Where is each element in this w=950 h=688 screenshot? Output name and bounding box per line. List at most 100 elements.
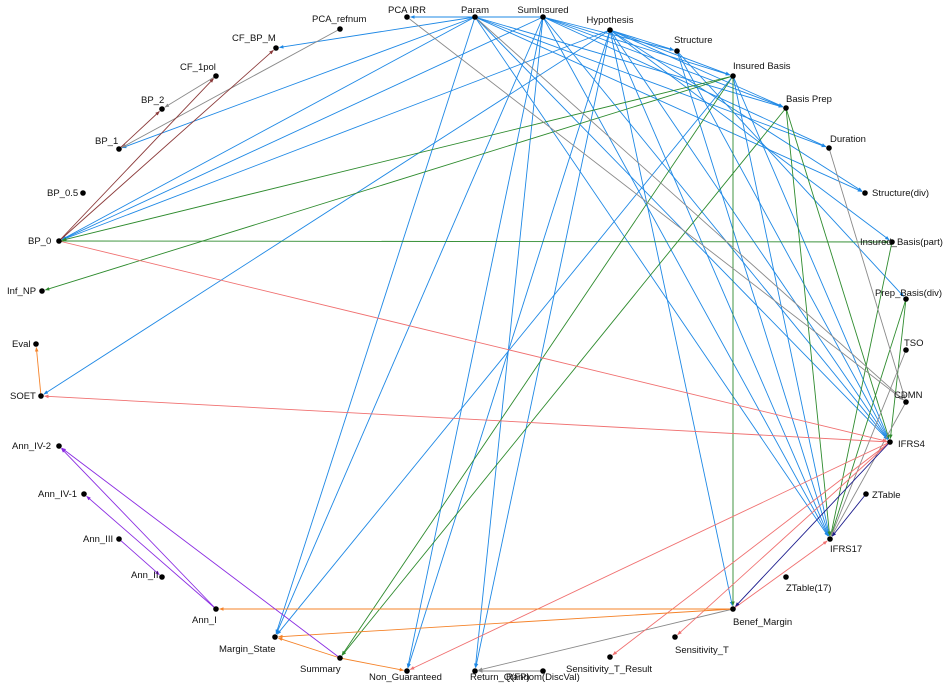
edge-IFRS4-to-SOET	[44, 394, 891, 443]
node-AnnI[interactable]: Ann_I	[192, 606, 219, 626]
edge-Hypothesis-to-Structure	[609, 29, 675, 51]
node-AnnIV1[interactable]: Ann_IV-1	[38, 489, 87, 500]
node-InsuredBasisPart[interactable]: Insured_Basis(part)	[860, 237, 943, 248]
node-dot	[213, 606, 219, 612]
node-SumInsured[interactable]: SumInsured	[517, 5, 569, 20]
node-layer: PCA IRR Param SumInsured Hypothesis Structur…	[7, 5, 943, 683]
edge-IFRS4-to-BenefMargin	[735, 441, 891, 607]
node-dot	[80, 190, 86, 196]
node-label: Eval	[12, 339, 30, 350]
node-NonGuaranteed[interactable]: Non_Guaranteed	[369, 668, 442, 683]
node-dot	[404, 14, 410, 20]
node-BP0[interactable]: BP_0	[28, 236, 62, 247]
node-dot	[887, 439, 893, 445]
node-BP2[interactable]: BP_2	[141, 95, 165, 112]
node-BasisPrep[interactable]: Basis Prep	[783, 94, 832, 111]
node-label: BP_0	[28, 236, 51, 247]
node-TSO[interactable]: TSO	[903, 338, 924, 353]
node-Param[interactable]: Param	[461, 5, 489, 20]
edge-AnnI-to-AnnIV1	[86, 495, 217, 610]
node-BenefMargin[interactable]: Benef_Margin	[730, 606, 792, 628]
node-dot	[116, 146, 122, 152]
node-StructureDiv[interactable]: Structure(div)	[862, 188, 929, 199]
node-label: Insured Basis	[733, 61, 791, 72]
edge-SumInsured-to-InsuredBasis	[542, 16, 731, 76]
edge-SOET-to-Eval	[34, 347, 42, 397]
node-AnnIII[interactable]: Ann_III	[83, 534, 122, 545]
node-CF1pol[interactable]: CF_1pol	[180, 62, 219, 79]
node-InfNP[interactable]: Inf_NP	[7, 286, 45, 297]
node-AnnIV2[interactable]: Ann_IV-2	[12, 441, 62, 452]
node-label: CF_BP_M	[232, 33, 276, 44]
edge-AnnI-to-AnnIV2	[61, 448, 217, 610]
node-IFRS17[interactable]: IFRS17	[827, 536, 862, 555]
edge-Structure-to-IFRS17	[676, 50, 830, 537]
edge-PrepBasisDiv-to-IFRS17	[830, 298, 907, 537]
edge-BasisPrep-to-Summary	[341, 107, 787, 656]
node-label: Basis Prep	[786, 94, 832, 105]
node-SensitivityTResult[interactable]: Sensitivity_T_Result	[566, 654, 652, 675]
node-dot	[903, 347, 909, 353]
edge-InsuredBasis-to-Summary	[341, 75, 734, 656]
edge-InsuredBasis-to-InfNP	[44, 75, 734, 291]
node-PCArefnum[interactable]: PCA_refnum	[312, 14, 366, 32]
edge-Param-to-CDMN	[474, 16, 904, 401]
node-ZTable[interactable]: ZTable	[863, 490, 901, 501]
edge-Structure-to-IFRS4	[676, 50, 889, 440]
node-BP1[interactable]: BP_1	[95, 136, 122, 152]
node-label: PCA IRR	[388, 5, 426, 16]
node-Duration[interactable]: Duration	[826, 134, 866, 151]
node-Structure[interactable]: Structure	[674, 35, 713, 54]
edge-Hypothesis-to-ReturnQFP	[474, 29, 611, 669]
edge-BenefMargin-to-ReturnQFP	[477, 608, 734, 671]
node-ZTable17[interactable]: ZTable(17)	[783, 574, 831, 594]
node-BP05[interactable]: BP_0.5	[47, 188, 86, 199]
node-dot	[33, 341, 39, 347]
node-dot	[783, 105, 789, 111]
edge-SumInsured-to-IFRS17	[542, 16, 829, 537]
edge-PCA_IRR-to-CDMN	[406, 16, 904, 401]
node-dot	[337, 655, 343, 661]
node-dot	[889, 239, 895, 245]
node-dot	[826, 145, 832, 151]
edge-SumInsured-to-IFRS4	[542, 16, 889, 440]
node-SensitivityT[interactable]: Sensitivity_T	[672, 634, 729, 656]
node-PCA_IRR[interactable]: PCA IRR	[388, 5, 426, 20]
edge-Param-to-CFBPM	[279, 16, 476, 49]
edge-SumInsured-to-Structure	[542, 16, 675, 51]
node-InsuredBasis[interactable]: Insured Basis	[730, 61, 791, 79]
edge-InsuredBasis-to-MarginState	[276, 75, 734, 635]
node-dot	[273, 45, 279, 51]
node-MarginState[interactable]: Margin_State	[219, 634, 278, 655]
node-PrepBasisDiv[interactable]: Prep_Basis(div)	[875, 288, 942, 302]
node-dot	[607, 27, 613, 33]
edge-InsuredBasis-to-BP0	[61, 75, 734, 241]
node-ReturnQFP[interactable]: Return_Q(FP)	[470, 668, 530, 683]
node-Summary[interactable]: Summary	[300, 655, 343, 675]
node-dot	[272, 634, 278, 640]
node-label: ZTable	[872, 490, 901, 501]
node-label: Margin_State	[219, 644, 276, 655]
edge-Hypothesis-to-SOET	[43, 29, 611, 395]
node-label: Insured_Basis(part)	[860, 237, 943, 248]
edge-Hypothesis-to-InsuredBasis	[609, 29, 731, 76]
node-RandomDiscVal[interactable]: Random(DiscVal)	[506, 668, 580, 683]
node-label: Ann_IV-1	[38, 489, 77, 500]
node-IFRS4[interactable]: IFRS4	[887, 439, 925, 450]
node-Hypothesis[interactable]: Hypothesis	[587, 15, 634, 33]
edge-Hypothesis-to-BP0	[61, 29, 611, 241]
edge-BP0-to-CFBPM	[58, 49, 274, 242]
node-SOET[interactable]: SOET	[10, 391, 44, 402]
node-CFBPM[interactable]: CF_BP_M	[232, 33, 279, 51]
node-CDMN[interactable]: CDMN	[894, 390, 923, 405]
node-dot	[159, 106, 165, 112]
node-Eval[interactable]: Eval	[12, 339, 39, 350]
edge-BenefMargin-to-IFRS17	[732, 540, 828, 610]
edge-BasisPrep-to-IFRS17	[785, 107, 832, 536]
node-AnnII[interactable]: Ann_II	[131, 570, 165, 581]
node-dot	[730, 606, 736, 612]
node-dot	[783, 574, 789, 580]
node-dot	[159, 574, 165, 580]
node-label: CDMN	[894, 390, 923, 401]
edge-Param-to-BP1	[121, 16, 476, 149]
